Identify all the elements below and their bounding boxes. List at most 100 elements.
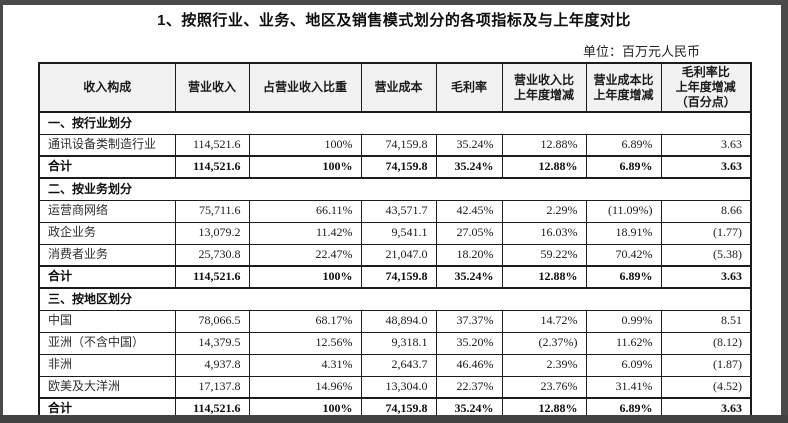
value-cell: (1.77) — [660, 221, 752, 245]
value-cell: 3.63 — [660, 155, 752, 179]
row-label-cell: 合计 — [38, 265, 176, 289]
value-cell: 100% — [248, 133, 362, 157]
value-cell: 9,318.1 — [360, 331, 437, 355]
value-cell: 35.24% — [435, 265, 503, 289]
value-cell: (11.09%) — [585, 199, 662, 223]
value-cell: 17,137.8 — [174, 375, 250, 399]
value-cell: 6.89% — [585, 133, 662, 157]
total-row: 合计 114,521.6 100% 74,159.8 35.24% 12.88% 6.89%… — [38, 155, 752, 179]
value-cell: 2.39% — [501, 353, 587, 377]
row-label-cell: 亚洲（不含中国） — [38, 331, 176, 355]
value-cell: 48,894.0 — [360, 309, 437, 333]
window-frame-bottom — [0, 415, 788, 423]
table-row: 通讯设备类制造行业 114,521.6 100% 74,159.8 35.24% 12.8… — [38, 133, 752, 157]
value-cell: (2.37%) — [501, 331, 587, 355]
value-cell: 27.05% — [435, 221, 503, 245]
value-cell: 16.03% — [501, 221, 587, 245]
value-cell: 12.88% — [501, 155, 587, 179]
value-cell: 14,379.5 — [174, 331, 250, 355]
column-header: 营业成本 — [360, 62, 437, 113]
value-cell: 70.42% — [585, 243, 662, 267]
column-header: 毛利率 — [435, 62, 503, 113]
total-row: 合计 114,521.6 100% 74,159.8 35.24% 12.88% 6.89%… — [38, 397, 752, 421]
value-cell: 18.91% — [585, 221, 662, 245]
value-cell: 3.63 — [660, 265, 752, 289]
value-cell: 2.29% — [501, 199, 587, 223]
table-row: 消费者业务 25,730.8 22.47% 21,047.0 18.20% 59.22% 7… — [38, 243, 752, 267]
table-body: 一、按行业划分 通讯设备类制造行业 114,521.6 100% 74,159.8 35.… — [38, 111, 752, 421]
value-cell: 74,159.8 — [360, 265, 437, 289]
value-cell: 0.99% — [585, 309, 662, 333]
section-label: 三、按地区划分 — [38, 287, 752, 311]
value-cell: 8.66 — [660, 199, 752, 223]
value-cell: 75,711.6 — [174, 199, 250, 223]
row-label-cell: 合计 — [38, 155, 176, 179]
value-cell: 114,521.6 — [174, 155, 250, 179]
value-cell: 37.37% — [435, 309, 503, 333]
value-cell: 4,937.8 — [174, 353, 250, 377]
value-cell: 43,571.7 — [360, 199, 437, 223]
value-cell: (4.52) — [660, 375, 752, 399]
section-row: 一、按行业划分 — [38, 111, 752, 135]
value-cell: 14.72% — [501, 309, 587, 333]
row-label-cell: 欧美及大洋洲 — [38, 375, 176, 399]
value-cell: 31.41% — [585, 375, 662, 399]
value-cell: 35.24% — [435, 155, 503, 179]
column-header: 营业成本比 上年度增减 — [585, 62, 662, 113]
row-label-cell: 运营商网络 — [38, 199, 176, 223]
value-cell: 25,730.8 — [174, 243, 250, 267]
value-cell: 6.09% — [585, 353, 662, 377]
value-cell: 13,079.2 — [174, 221, 250, 245]
table-row: 欧美及大洋洲 17,137.8 14.96% 13,304.0 22.37% 23.76%… — [38, 375, 752, 399]
page-title: 1、按照行业、业务、地区及销售模式划分的各项指标及与上年度对比 — [157, 12, 631, 29]
value-cell: 74,159.8 — [360, 155, 437, 179]
revenue-breakdown-table: 收入构成 营业收入 占营业收入比重 营业成本 毛利率 营业收入比 上年度增减 营业成本比 上… — [38, 62, 752, 421]
table-row: 中国 78,066.5 68.17% 48,894.0 37.37% 14.72% 0.99… — [38, 309, 752, 333]
value-cell: 35.20% — [435, 331, 503, 355]
section-row: 三、按地区划分 — [38, 287, 752, 311]
value-cell: 12.56% — [248, 331, 362, 355]
value-cell: 68.17% — [248, 309, 362, 333]
window-frame-right — [781, 0, 788, 423]
value-cell: 4.31% — [248, 353, 362, 377]
value-cell: 11.42% — [248, 221, 362, 245]
row-label-cell: 中国 — [38, 309, 176, 333]
value-cell: 100% — [248, 155, 362, 179]
value-cell: 9,541.1 — [360, 221, 437, 245]
value-cell: 6.89% — [585, 265, 662, 289]
value-cell: (5.38) — [660, 243, 752, 267]
value-cell: 42.45% — [435, 199, 503, 223]
value-cell: 78,066.5 — [174, 309, 250, 333]
value-cell: 59.22% — [501, 243, 587, 267]
row-label-cell: 通讯设备类制造行业 — [38, 133, 176, 157]
value-cell: 13,304.0 — [360, 375, 437, 399]
window-frame-top — [0, 0, 788, 5]
section-label: 一、按行业划分 — [38, 111, 752, 135]
value-cell: 12.88% — [501, 265, 587, 289]
value-cell: 18.20% — [435, 243, 503, 267]
value-cell: (8.12) — [660, 331, 752, 355]
value-cell: 114,521.6 — [174, 265, 250, 289]
table-row: 亚洲（不含中国） 14,379.5 12.56% 9,318.1 35.20% (2.37… — [38, 331, 752, 355]
value-cell: 3.63 — [660, 133, 752, 157]
value-cell: 114,521.6 — [174, 133, 250, 157]
value-cell: 22.47% — [248, 243, 362, 267]
value-cell: 6.89% — [585, 155, 662, 179]
table-row: 运营商网络 75,711.6 66.11% 43,571.7 42.45% 2.29% (1… — [38, 199, 752, 223]
value-cell: 14.96% — [248, 375, 362, 399]
table-row: 政企业务 13,079.2 11.42% 9,541.1 27.05% 16.03% 18.… — [38, 221, 752, 245]
value-cell: 23.76% — [501, 375, 587, 399]
table-row: 非洲 4,937.8 4.31% 2,643.7 46.46% 2.39% 6.09% (1.… — [38, 353, 752, 377]
window-frame-left — [0, 0, 3, 423]
value-cell: 66.11% — [248, 199, 362, 223]
unit-label: 单位：百万元人民币 — [582, 44, 700, 59]
value-cell: 35.24% — [435, 133, 503, 157]
value-cell: 2,643.7 — [360, 353, 437, 377]
value-cell: 8.51 — [660, 309, 752, 333]
value-cell: 21,047.0 — [360, 243, 437, 267]
row-label-cell: 消费者业务 — [38, 243, 176, 267]
column-header: 毛利率比 上年度增减 （百分点） — [660, 62, 752, 113]
value-cell: 74,159.8 — [360, 133, 437, 157]
value-cell: 12.88% — [501, 133, 587, 157]
value-cell: 46.46% — [435, 353, 503, 377]
